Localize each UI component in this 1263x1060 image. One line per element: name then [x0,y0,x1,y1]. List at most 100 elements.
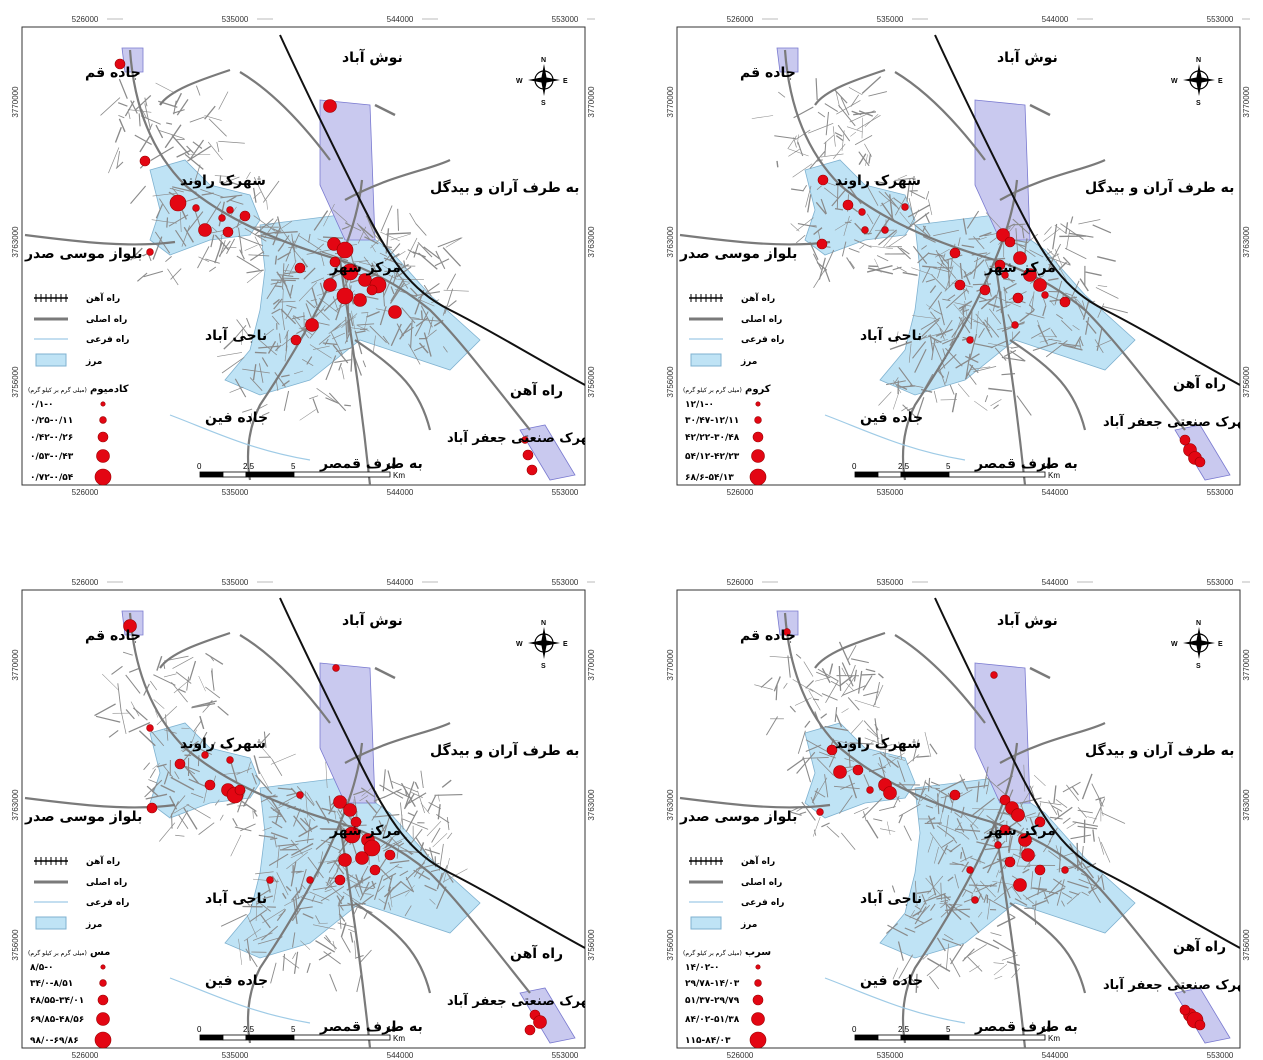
street [956,904,963,908]
street [254,218,274,236]
place-label-boulevard: بلواز موسی صدر [24,246,142,262]
street [997,876,1003,893]
street [312,398,319,414]
legend-class-label: ۹۸/۰-۶۹/۸۶ [30,1036,79,1046]
legend-class-label: ۸/۵-۰ [30,963,54,973]
street [829,663,834,675]
street [183,807,198,830]
street [237,235,264,247]
street [357,226,367,244]
street [898,803,921,817]
street [841,676,856,698]
compass-s: S [541,100,546,107]
sample-point [323,278,337,292]
street [263,328,275,338]
street [966,210,980,229]
street [155,124,164,139]
street [957,383,970,398]
street [446,817,450,831]
street [1054,806,1073,821]
street [279,333,281,344]
street [927,335,942,344]
scalebar-segment [900,471,950,478]
street [180,211,182,233]
street [170,776,195,791]
place-label-noushabad: نوش آباد [342,48,403,66]
street [338,907,342,929]
street [817,668,839,682]
street [392,265,401,285]
street [1054,224,1067,235]
sample-point [146,802,158,814]
street [840,832,856,850]
street [787,148,809,157]
street [365,799,378,814]
street [337,809,343,816]
street [961,813,979,829]
legend-class-symbol [754,979,762,987]
street [344,404,351,407]
sample-point [384,849,396,861]
legend-class-symbol [751,1012,765,1026]
street [791,188,804,192]
street [134,134,152,146]
street [849,110,875,123]
street [369,325,387,344]
x-tick-label-bottom: 544000 [1042,488,1069,497]
street [824,267,831,283]
street [776,160,779,168]
street [280,308,297,325]
street [130,247,143,261]
street [405,885,415,897]
street [838,104,856,127]
street [840,782,856,790]
street [338,895,345,905]
street [128,668,139,673]
street [272,227,280,233]
street [315,915,320,924]
legend-class-symbol [752,994,764,1006]
street [1015,228,1019,254]
street [812,816,821,837]
street [397,208,400,231]
street [301,258,308,268]
street [853,807,869,814]
street [156,763,167,768]
street [1094,339,1104,354]
street [217,352,243,357]
legend-class-label: ۰/۱-۰ [30,400,54,410]
sample-point [833,765,847,779]
scalebar-segment [854,1034,879,1041]
street [108,729,119,738]
legend-class-label: ۵۱/۳۷-۲۹/۷۹ [685,996,740,1006]
street [205,201,222,226]
scalebar-unit: Km [393,1034,405,1043]
street [962,888,974,894]
street [253,810,258,817]
street [810,796,815,805]
street [273,298,283,310]
street [823,249,835,273]
street [1003,286,1008,294]
street [209,266,217,272]
legend-boundary-label: مرز [85,920,102,930]
legend-class-symbol [96,449,110,463]
street [318,952,332,961]
legend-boundary-label: مرز [85,357,102,367]
street [437,804,441,820]
street [117,102,128,107]
street [836,100,861,115]
secondary-road [824,977,966,1024]
legend-element-title: کادمیوم [90,384,129,395]
sample-point [883,786,897,800]
y-tick-label-left: 3756000 [11,366,20,398]
street [415,317,428,327]
street [313,210,329,231]
street [850,131,857,137]
street [130,100,138,114]
street [1070,834,1091,840]
sample-point [305,318,319,332]
street [821,667,831,684]
legend-class-label: ۳۴/۰-۸/۵۱ [30,979,73,989]
street [316,288,342,296]
